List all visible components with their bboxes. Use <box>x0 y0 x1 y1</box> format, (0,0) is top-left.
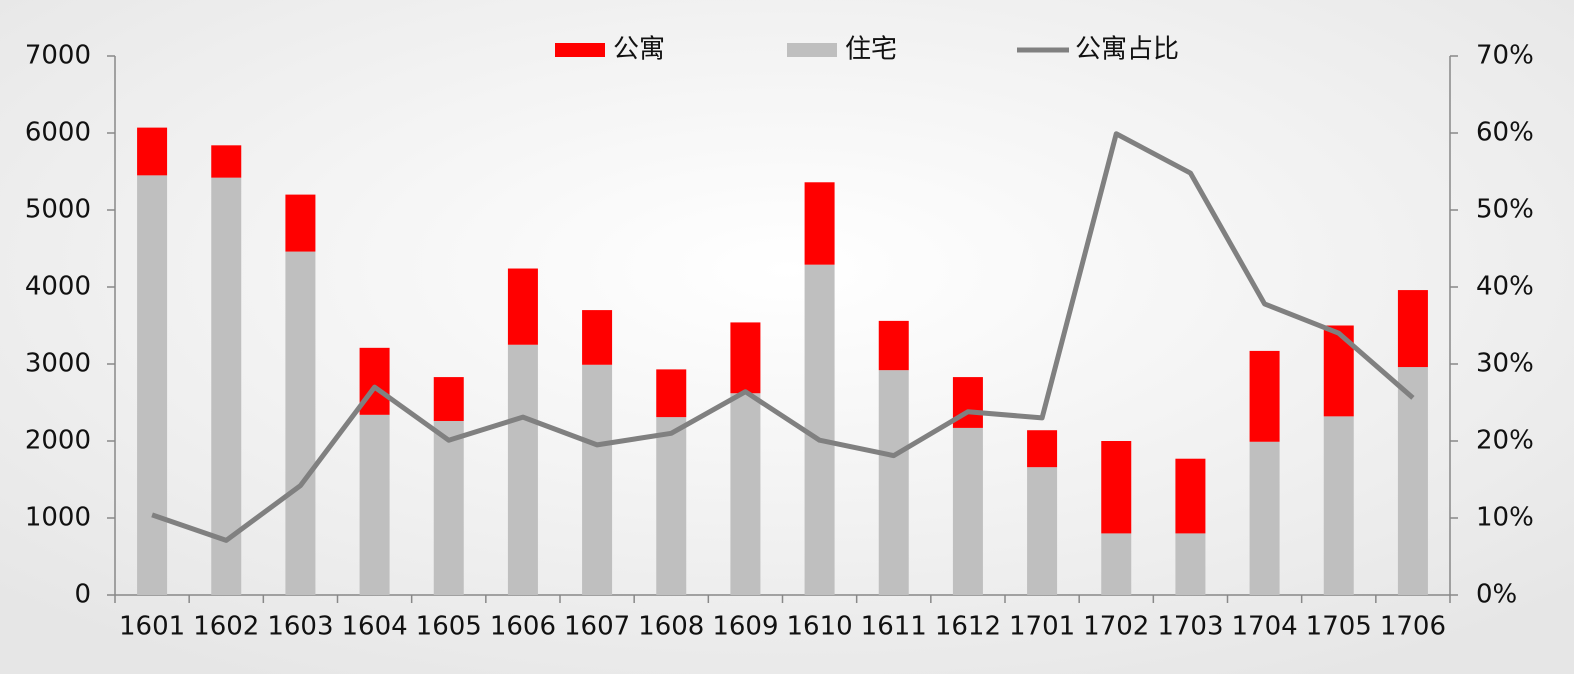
y-tick-label: 6000 <box>25 118 91 148</box>
bar <box>1323 416 1354 595</box>
bar <box>656 369 687 418</box>
legend-swatch <box>787 43 837 57</box>
x-tick-label: 1602 <box>193 612 259 642</box>
bar <box>1101 441 1132 534</box>
bar <box>1027 467 1058 595</box>
bar <box>285 251 316 595</box>
bar <box>1397 367 1428 595</box>
legend-label: 住宅 <box>845 35 897 65</box>
bar <box>507 344 538 595</box>
bar <box>285 194 316 252</box>
bar <box>730 322 761 394</box>
line <box>151 131 1415 543</box>
bar <box>1027 430 1058 468</box>
bar <box>582 310 613 365</box>
bar <box>507 268 538 345</box>
legend-swatch <box>555 43 605 57</box>
y-tick-label: 2000 <box>25 426 91 456</box>
y2-tick-label: 10% <box>1476 503 1534 533</box>
bar <box>878 370 909 595</box>
bar <box>433 420 464 595</box>
x-tick-label: 1612 <box>935 612 1001 642</box>
bar <box>582 364 613 595</box>
y-tick-label: 4000 <box>25 272 91 302</box>
bar <box>1101 533 1132 595</box>
x-tick-label: 1611 <box>861 612 927 642</box>
x-tick-label: 1704 <box>1231 612 1297 642</box>
y-tick-label: 0 <box>74 580 91 610</box>
bar <box>1175 533 1206 595</box>
bar <box>433 377 464 421</box>
bar <box>1397 290 1428 368</box>
x-tick-label: 1705 <box>1306 612 1372 642</box>
y-tick-label: 5000 <box>25 195 91 225</box>
x-tick-label: 1604 <box>341 612 407 642</box>
y-tick-label: 1000 <box>25 503 91 533</box>
y-tick-label: 7000 <box>25 41 91 71</box>
bar <box>804 264 835 595</box>
bar <box>1249 350 1280 442</box>
bar <box>804 182 835 265</box>
legend-label: 公寓 <box>613 35 665 65</box>
y2-tick-label: 60% <box>1476 118 1534 148</box>
x-tick-label: 1605 <box>416 612 482 642</box>
bar <box>952 427 983 595</box>
x-tick-label: 1609 <box>712 612 778 642</box>
bar <box>211 145 242 178</box>
y2-tick-label: 0% <box>1476 580 1517 610</box>
x-tick-label: 1701 <box>1009 612 1075 642</box>
x-tick-label: 1703 <box>1157 612 1223 642</box>
bar <box>211 177 242 595</box>
bar <box>1249 441 1280 595</box>
legend-label: 公寓占比 <box>1075 35 1179 65</box>
bar <box>137 175 168 595</box>
y2-tick-label: 20% <box>1476 426 1534 456</box>
x-tick-label: 1608 <box>638 612 704 642</box>
bar <box>730 393 761 595</box>
x-tick-label: 1610 <box>786 612 852 642</box>
bar <box>359 414 390 595</box>
y2-tick-label: 70% <box>1476 41 1534 71</box>
x-tick-label: 1606 <box>490 612 556 642</box>
bar <box>137 127 168 176</box>
x-tick-label: 1607 <box>564 612 630 642</box>
x-tick-label: 1706 <box>1380 612 1446 642</box>
x-tick-label: 1603 <box>267 612 333 642</box>
bar <box>1175 458 1206 534</box>
y2-tick-label: 30% <box>1476 349 1534 379</box>
y-tick-label: 3000 <box>25 349 91 379</box>
x-tick-label: 1601 <box>119 612 185 642</box>
y2-tick-label: 50% <box>1476 195 1534 225</box>
x-tick-label: 1702 <box>1083 612 1149 642</box>
bar <box>656 417 687 595</box>
bar <box>878 320 909 371</box>
y2-tick-label: 40% <box>1476 272 1534 302</box>
